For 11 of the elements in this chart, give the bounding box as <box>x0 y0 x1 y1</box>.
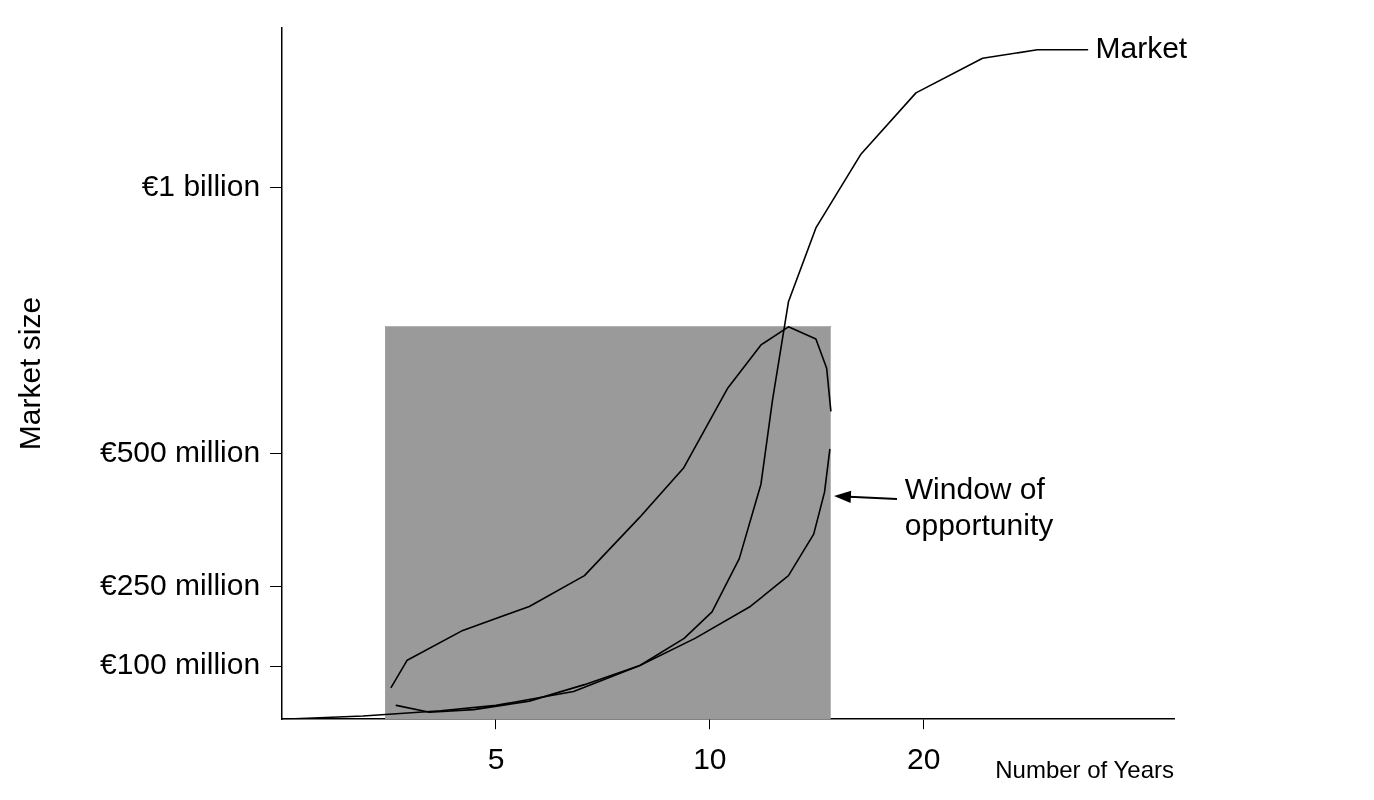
y-axis-title: Market size <box>13 296 47 451</box>
series-label: Market <box>1095 31 1188 65</box>
x-tick-label: 5 <box>487 742 505 776</box>
annotation: Window of opportunity <box>904 472 1054 542</box>
x-axis-title: Number of Years <box>995 756 1174 784</box>
y-tick-label: €1 billion <box>141 168 261 202</box>
x-tick-label: 20 <box>907 742 941 776</box>
y-tick-label: €250 million <box>100 567 261 601</box>
y-tick-label: €500 million <box>100 434 261 468</box>
x-tick-label: 10 <box>693 742 727 776</box>
y-tick-label: €100 million <box>100 647 261 681</box>
